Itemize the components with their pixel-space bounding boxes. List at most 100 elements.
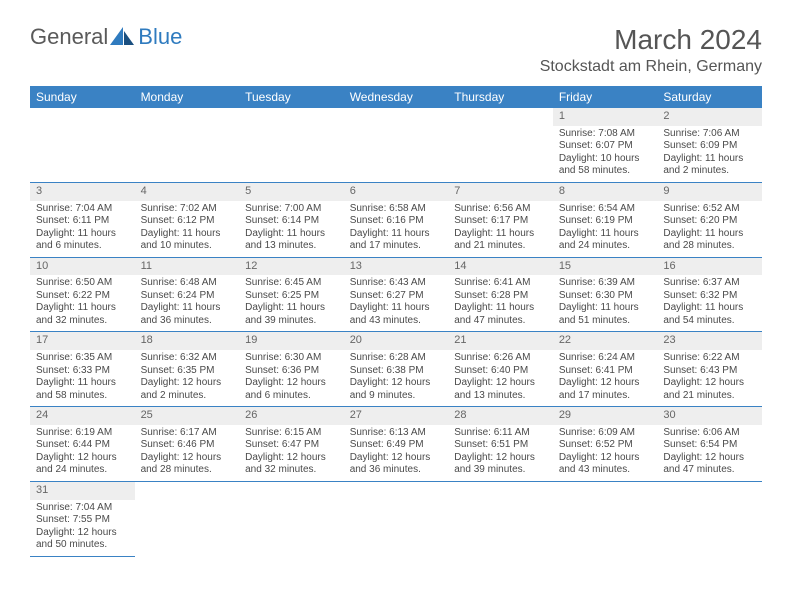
sunset: Sunset: 6:43 PM: [663, 365, 756, 378]
day-cell: 19Sunrise: 6:30 AMSunset: 6:36 PMDayligh…: [239, 332, 344, 407]
sunset: Sunset: 6:32 PM: [663, 290, 756, 303]
logo-sail-icon: [110, 27, 136, 47]
sunrise: Sunrise: 6:35 AM: [36, 352, 129, 365]
day-cell: 11Sunrise: 6:48 AMSunset: 6:24 PMDayligh…: [135, 257, 240, 332]
daylight-line1: Daylight: 11 hours: [454, 302, 547, 315]
day-number: 20: [344, 332, 449, 350]
day-cell: 27Sunrise: 6:13 AMSunset: 6:49 PMDayligh…: [344, 407, 449, 482]
daylight-line1: Daylight: 11 hours: [36, 302, 129, 315]
sunrise: Sunrise: 6:48 AM: [141, 277, 234, 290]
sunset: Sunset: 6:28 PM: [454, 290, 547, 303]
day-body: Sunrise: 6:48 AMSunset: 6:24 PMDaylight:…: [135, 275, 240, 331]
day-cell: 4Sunrise: 7:02 AMSunset: 6:12 PMDaylight…: [135, 182, 240, 257]
day-cell: [30, 108, 135, 182]
daylight-line2: and 2 minutes.: [141, 390, 234, 403]
day-cell: 22Sunrise: 6:24 AMSunset: 6:41 PMDayligh…: [553, 332, 658, 407]
daylight-line2: and 10 minutes.: [141, 240, 234, 253]
sunrise: Sunrise: 7:00 AM: [245, 203, 338, 216]
day-number: 8: [553, 183, 658, 201]
daylight-line2: and 24 minutes.: [559, 240, 652, 253]
sunrise: Sunrise: 6:32 AM: [141, 352, 234, 365]
sunrise: Sunrise: 6:50 AM: [36, 277, 129, 290]
day-cell: 10Sunrise: 6:50 AMSunset: 6:22 PMDayligh…: [30, 257, 135, 332]
sunset: Sunset: 6:11 PM: [36, 215, 129, 228]
day-body: Sunrise: 6:26 AMSunset: 6:40 PMDaylight:…: [448, 350, 553, 406]
day-body: Sunrise: 6:13 AMSunset: 6:49 PMDaylight:…: [344, 425, 449, 481]
sunrise: Sunrise: 6:26 AM: [454, 352, 547, 365]
day-number: 14: [448, 258, 553, 276]
day-body: Sunrise: 6:06 AMSunset: 6:54 PMDaylight:…: [657, 425, 762, 481]
day-cell: 23Sunrise: 6:22 AMSunset: 6:43 PMDayligh…: [657, 332, 762, 407]
day-cell: [135, 108, 240, 182]
day-number: 25: [135, 407, 240, 425]
sunrise: Sunrise: 7:02 AM: [141, 203, 234, 216]
day-header: Friday: [553, 86, 658, 108]
day-body: Sunrise: 7:08 AMSunset: 6:07 PMDaylight:…: [553, 126, 658, 182]
sunrise: Sunrise: 6:09 AM: [559, 427, 652, 440]
sunset: Sunset: 6:51 PM: [454, 439, 547, 452]
day-body: Sunrise: 6:45 AMSunset: 6:25 PMDaylight:…: [239, 275, 344, 331]
day-number: 26: [239, 407, 344, 425]
sunrise: Sunrise: 6:24 AM: [559, 352, 652, 365]
sunset: Sunset: 6:22 PM: [36, 290, 129, 303]
day-cell: [344, 481, 449, 556]
day-cell: 18Sunrise: 6:32 AMSunset: 6:35 PMDayligh…: [135, 332, 240, 407]
sunset: Sunset: 6:40 PM: [454, 365, 547, 378]
daylight-line1: Daylight: 10 hours: [559, 153, 652, 166]
daylight-line1: Daylight: 11 hours: [36, 377, 129, 390]
day-header: Saturday: [657, 86, 762, 108]
sunrise: Sunrise: 6:54 AM: [559, 203, 652, 216]
sunset: Sunset: 6:46 PM: [141, 439, 234, 452]
sunset: Sunset: 6:24 PM: [141, 290, 234, 303]
sunrise: Sunrise: 6:37 AM: [663, 277, 756, 290]
day-cell: [448, 481, 553, 556]
sunrise: Sunrise: 6:19 AM: [36, 427, 129, 440]
daylight-line1: Daylight: 11 hours: [245, 228, 338, 241]
day-body: Sunrise: 6:17 AMSunset: 6:46 PMDaylight:…: [135, 425, 240, 481]
day-number: 10: [30, 258, 135, 276]
sunrise: Sunrise: 6:58 AM: [350, 203, 443, 216]
sunrise: Sunrise: 6:22 AM: [663, 352, 756, 365]
logo-text-1: General: [30, 24, 108, 50]
daylight-line2: and 39 minutes.: [245, 315, 338, 328]
day-number: 3: [30, 183, 135, 201]
day-body: Sunrise: 6:22 AMSunset: 6:43 PMDaylight:…: [657, 350, 762, 406]
day-number: 4: [135, 183, 240, 201]
daylight-line2: and 13 minutes.: [454, 390, 547, 403]
day-cell: 21Sunrise: 6:26 AMSunset: 6:40 PMDayligh…: [448, 332, 553, 407]
sunset: Sunset: 6:33 PM: [36, 365, 129, 378]
sunrise: Sunrise: 6:15 AM: [245, 427, 338, 440]
calendar-table: Sunday Monday Tuesday Wednesday Thursday…: [30, 86, 762, 557]
sunrise: Sunrise: 6:41 AM: [454, 277, 547, 290]
daylight-line2: and 9 minutes.: [350, 390, 443, 403]
day-header: Wednesday: [344, 86, 449, 108]
day-cell: [239, 108, 344, 182]
sunrise: Sunrise: 6:52 AM: [663, 203, 756, 216]
month-title: March 2024: [540, 24, 762, 56]
day-cell: 6Sunrise: 6:58 AMSunset: 6:16 PMDaylight…: [344, 182, 449, 257]
sunset: Sunset: 6:25 PM: [245, 290, 338, 303]
day-number: 29: [553, 407, 658, 425]
day-number: 18: [135, 332, 240, 350]
daylight-line1: Daylight: 11 hours: [559, 302, 652, 315]
daylight-line1: Daylight: 11 hours: [245, 302, 338, 315]
daylight-line2: and 21 minutes.: [663, 390, 756, 403]
daylight-line2: and 28 minutes.: [141, 464, 234, 477]
day-cell: 25Sunrise: 6:17 AMSunset: 6:46 PMDayligh…: [135, 407, 240, 482]
sunrise: Sunrise: 6:28 AM: [350, 352, 443, 365]
day-cell: 15Sunrise: 6:39 AMSunset: 6:30 PMDayligh…: [553, 257, 658, 332]
day-cell: 8Sunrise: 6:54 AMSunset: 6:19 PMDaylight…: [553, 182, 658, 257]
daylight-line2: and 2 minutes.: [663, 165, 756, 178]
daylight-line2: and 58 minutes.: [559, 165, 652, 178]
daylight-line1: Daylight: 11 hours: [663, 302, 756, 315]
sunset: Sunset: 6:27 PM: [350, 290, 443, 303]
sunset: Sunset: 6:38 PM: [350, 365, 443, 378]
day-cell: [344, 108, 449, 182]
day-cell: 9Sunrise: 6:52 AMSunset: 6:20 PMDaylight…: [657, 182, 762, 257]
daylight-line1: Daylight: 12 hours: [36, 452, 129, 465]
daylight-line1: Daylight: 12 hours: [559, 377, 652, 390]
day-number: 17: [30, 332, 135, 350]
sunrise: Sunrise: 6:56 AM: [454, 203, 547, 216]
daylight-line2: and 43 minutes.: [350, 315, 443, 328]
daylight-line1: Daylight: 11 hours: [141, 302, 234, 315]
